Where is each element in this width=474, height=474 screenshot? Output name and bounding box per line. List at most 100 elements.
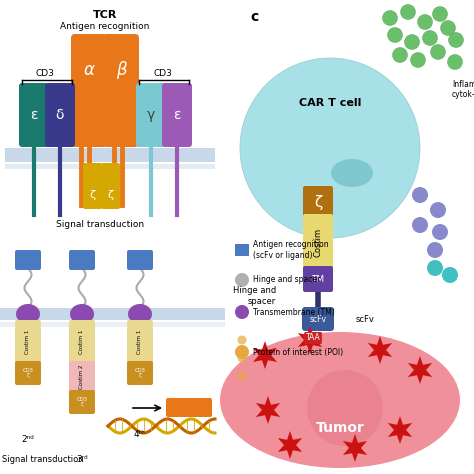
Circle shape: [427, 242, 443, 258]
Text: TCR: TCR: [93, 10, 117, 20]
FancyBboxPatch shape: [303, 186, 333, 218]
Text: c: c: [250, 10, 258, 24]
Polygon shape: [256, 396, 280, 424]
Text: scFv: scFv: [310, 315, 327, 323]
Circle shape: [418, 15, 432, 29]
Circle shape: [235, 305, 249, 319]
Text: Transmembrane (TM): Transmembrane (TM): [253, 308, 335, 317]
Circle shape: [440, 20, 456, 36]
Text: TAA: TAA: [306, 334, 320, 343]
Text: Costim 1: Costim 1: [80, 330, 84, 354]
FancyBboxPatch shape: [69, 390, 95, 414]
Bar: [0, 322, 225, 327]
Circle shape: [235, 345, 249, 359]
Text: Inflam-
cytok-: Inflam- cytok-: [452, 80, 474, 100]
Text: TM: TM: [311, 274, 325, 283]
FancyBboxPatch shape: [166, 398, 212, 417]
FancyBboxPatch shape: [69, 250, 95, 270]
Circle shape: [240, 58, 420, 238]
Circle shape: [448, 33, 464, 47]
Text: Costim 1: Costim 1: [137, 330, 143, 354]
FancyBboxPatch shape: [162, 83, 192, 147]
Text: Signal transduction: Signal transduction: [56, 220, 144, 229]
Text: Hinge and
spacer: Hinge and spacer: [233, 286, 276, 306]
Text: Costim 1: Costim 1: [26, 330, 30, 354]
Ellipse shape: [128, 304, 152, 324]
Text: α: α: [83, 61, 94, 79]
Circle shape: [392, 47, 408, 63]
Bar: [5, 148, 215, 162]
Circle shape: [388, 27, 402, 43]
Circle shape: [235, 273, 249, 287]
Polygon shape: [368, 336, 392, 364]
Circle shape: [404, 35, 419, 49]
FancyBboxPatch shape: [69, 320, 95, 364]
FancyBboxPatch shape: [127, 250, 153, 270]
Text: δ: δ: [56, 108, 64, 122]
Text: CD3
ζ: CD3 ζ: [77, 397, 87, 407]
Text: Signal transduction: Signal transduction: [2, 455, 83, 464]
Text: Costim 2: Costim 2: [80, 365, 84, 389]
Text: CAR T cell: CAR T cell: [299, 98, 361, 108]
Text: ζ: ζ: [90, 190, 96, 200]
FancyBboxPatch shape: [101, 163, 120, 209]
Polygon shape: [278, 431, 302, 459]
Circle shape: [383, 10, 398, 26]
Circle shape: [237, 372, 246, 381]
Text: CD3: CD3: [36, 69, 55, 78]
Text: Protein of interest (POI): Protein of interest (POI): [253, 347, 343, 356]
Text: 2ⁿᵈ: 2ⁿᵈ: [21, 435, 35, 444]
FancyBboxPatch shape: [15, 320, 41, 364]
Text: Hinge and spacer: Hinge and spacer: [253, 275, 320, 284]
FancyBboxPatch shape: [69, 361, 95, 393]
Text: ε: ε: [173, 108, 181, 122]
Text: 4ᵗʰ: 4ᵗʰ: [134, 430, 146, 439]
Polygon shape: [408, 356, 432, 384]
Text: ε: ε: [30, 108, 38, 122]
Ellipse shape: [16, 304, 40, 324]
Circle shape: [307, 370, 383, 446]
Polygon shape: [343, 434, 367, 462]
FancyBboxPatch shape: [303, 214, 333, 270]
FancyBboxPatch shape: [19, 83, 49, 147]
FancyBboxPatch shape: [127, 320, 153, 364]
Text: ζ: ζ: [314, 194, 322, 210]
Text: CD3
ζ: CD3 ζ: [23, 368, 34, 378]
Text: Antigen recognition
(scFv or ligand): Antigen recognition (scFv or ligand): [253, 240, 328, 260]
Text: CD3: CD3: [154, 69, 173, 78]
Text: scFv: scFv: [356, 315, 375, 323]
Text: Antigen recognition: Antigen recognition: [60, 22, 150, 31]
Polygon shape: [253, 341, 277, 369]
Circle shape: [237, 354, 246, 363]
Circle shape: [237, 336, 246, 345]
Ellipse shape: [331, 159, 373, 187]
Text: 3ʳᵈ: 3ʳᵈ: [76, 455, 88, 464]
FancyBboxPatch shape: [302, 307, 334, 331]
Circle shape: [447, 55, 463, 70]
Text: Costim: Costim: [313, 228, 322, 256]
FancyBboxPatch shape: [15, 250, 41, 270]
FancyBboxPatch shape: [45, 83, 75, 147]
FancyBboxPatch shape: [136, 83, 166, 147]
Text: β: β: [116, 61, 126, 79]
FancyBboxPatch shape: [83, 163, 102, 209]
Circle shape: [412, 187, 428, 203]
FancyBboxPatch shape: [103, 34, 139, 147]
Text: γ: γ: [147, 108, 155, 122]
Ellipse shape: [220, 332, 460, 468]
Bar: [0, 308, 225, 320]
FancyBboxPatch shape: [127, 361, 153, 385]
Circle shape: [432, 7, 447, 21]
Circle shape: [412, 217, 428, 233]
Circle shape: [427, 260, 443, 276]
Text: Tumor: Tumor: [316, 421, 365, 435]
Circle shape: [422, 30, 438, 46]
Text: CD3
ζ: CD3 ζ: [135, 368, 146, 378]
Circle shape: [442, 267, 458, 283]
Circle shape: [430, 202, 446, 218]
Ellipse shape: [70, 304, 94, 324]
FancyBboxPatch shape: [71, 34, 107, 147]
Text: ζ: ζ: [108, 190, 114, 200]
Bar: [5, 164, 215, 169]
Circle shape: [432, 224, 448, 240]
